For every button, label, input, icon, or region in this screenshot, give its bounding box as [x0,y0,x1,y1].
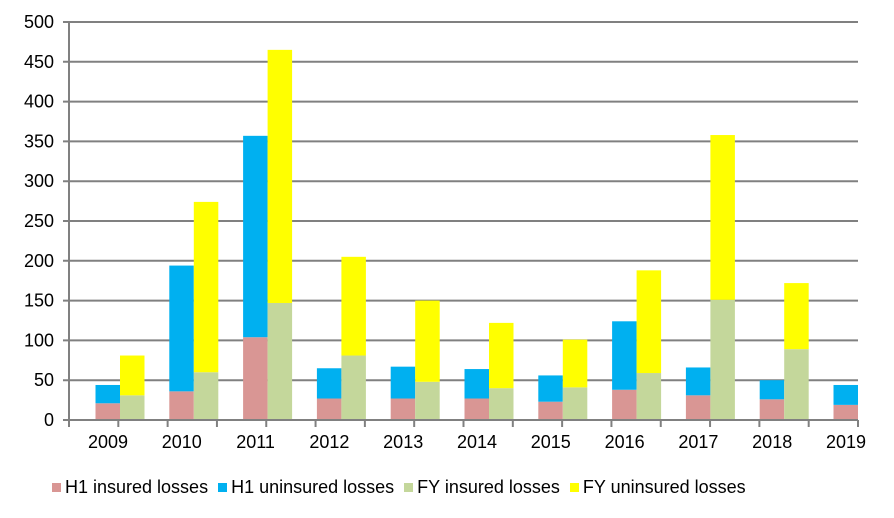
y-tick-label: 350 [24,131,54,151]
y-tick-label: 0 [44,410,54,430]
bar-h1-uninsured-losses-2013 [390,366,416,399]
bar-fy-uninsured-losses-2015 [562,339,588,388]
x-tick-label: 2017 [678,432,718,452]
legend-swatch [52,483,61,492]
y-tick-label: 500 [24,12,54,32]
bar-fy-uninsured-losses-2018 [784,283,809,350]
bar-fy-insured-losses-2014 [489,388,514,420]
y-tick-label: 250 [24,211,54,231]
bar-h1-insured-losses-2012 [316,398,342,420]
bar-fy-uninsured-losses-2014 [489,322,514,389]
bar-h1-uninsured-losses-2009 [95,384,120,404]
bar-fy-insured-losses-2016 [636,373,662,420]
y-tick-label: 150 [24,291,54,311]
bar-h1-uninsured-losses-2010 [169,265,194,392]
x-tick-label: 2011 [236,432,275,452]
bar-h1-uninsured-losses-2016 [612,321,637,390]
bar-h1-insured-losses-2009 [95,403,120,420]
legend-label: FY uninsured losses [582,477,746,497]
bar-fy-insured-losses-2018 [784,349,809,420]
bar-h1-insured-losses-2017 [685,395,711,420]
x-tick-label: 2013 [383,432,423,452]
stacked-bar-chart: 0 50 100 150 200 250 300 350 400 450 500 2009 2010 20… [24,12,866,452]
y-tick-label: 300 [24,171,54,191]
bar-fy-insured-losses-2013 [415,381,440,420]
legend-label: H1 insured losses [65,477,209,497]
bar-h1-insured-losses-2011 [243,337,268,420]
legend-swatch [218,483,228,492]
bar-h1-uninsured-losses-2011 [243,135,268,338]
bar-fy-uninsured-losses-2016 [636,270,662,374]
bar-fy-uninsured-losses-2013 [415,300,440,382]
bar-h1-insured-losses-2014 [464,398,489,420]
bar-fy-uninsured-losses-2011 [267,49,293,303]
bar-h1-uninsured-losses-2019 [833,384,858,405]
bar-fy-uninsured-losses-2009 [120,355,145,396]
bar-fy-insured-losses-2015 [562,387,588,420]
legend-item-fy-insured: FY insured losses [404,477,560,498]
bar-fy-insured-losses-2017 [710,299,735,420]
x-tick-label: 2012 [309,432,349,452]
legend-label: FY insured losses [417,477,560,497]
legend-swatch [404,483,414,492]
legend-label: H1 uninsured losses [231,477,395,497]
bar-h1-uninsured-losses-2017 [685,367,711,396]
bar-h1-insured-losses-2018 [759,399,785,420]
legend: H1 insured losses H1 uninsured losses FY… [52,477,746,498]
bar-h1-insured-losses-2016 [612,389,637,420]
legend-swatch [569,483,579,492]
x-tick-label: 2015 [531,432,571,452]
bar-fy-uninsured-losses-2012 [341,256,366,356]
bar-fy-insured-losses-2012 [341,355,366,420]
bar-fy-insured-losses-2011 [267,302,293,420]
x-tick-label: 2019 [826,432,866,452]
bar-fy-insured-losses-2009 [120,395,145,420]
x-tick-label: 2016 [605,432,645,452]
x-tick-label: 2018 [752,432,792,452]
bar-h1-uninsured-losses-2012 [316,368,342,399]
y-tick-label: 450 [24,52,54,72]
legend-item-fy-uninsured: FY uninsured losses [569,477,746,498]
bar-h1-uninsured-losses-2018 [759,380,785,400]
bar-h1-uninsured-losses-2014 [464,369,489,399]
bar-fy-insured-losses-2010 [193,372,219,420]
legend-item-h1-insured: H1 insured losses [52,477,208,498]
x-tick-label: 2014 [457,432,497,452]
bar-h1-insured-losses-2013 [390,398,416,420]
bar-fy-uninsured-losses-2010 [193,201,219,373]
bar-fy-uninsured-losses-2017 [710,135,735,300]
bar-h1-insured-losses-2010 [169,391,194,420]
y-tick-label: 100 [24,330,54,350]
x-tick-label: 2010 [162,432,202,452]
legend-item-h1-uninsured: H1 uninsured losses [218,477,394,498]
bar-h1-uninsured-losses-2015 [538,375,563,402]
bar-h1-insured-losses-2015 [538,401,563,420]
y-tick-label: 400 [24,92,54,112]
y-tick-label: 200 [24,251,54,271]
y-tick-label: 50 [34,370,54,390]
x-tick-label: 2009 [88,432,128,452]
bar-h1-insured-losses-2019 [833,404,858,420]
